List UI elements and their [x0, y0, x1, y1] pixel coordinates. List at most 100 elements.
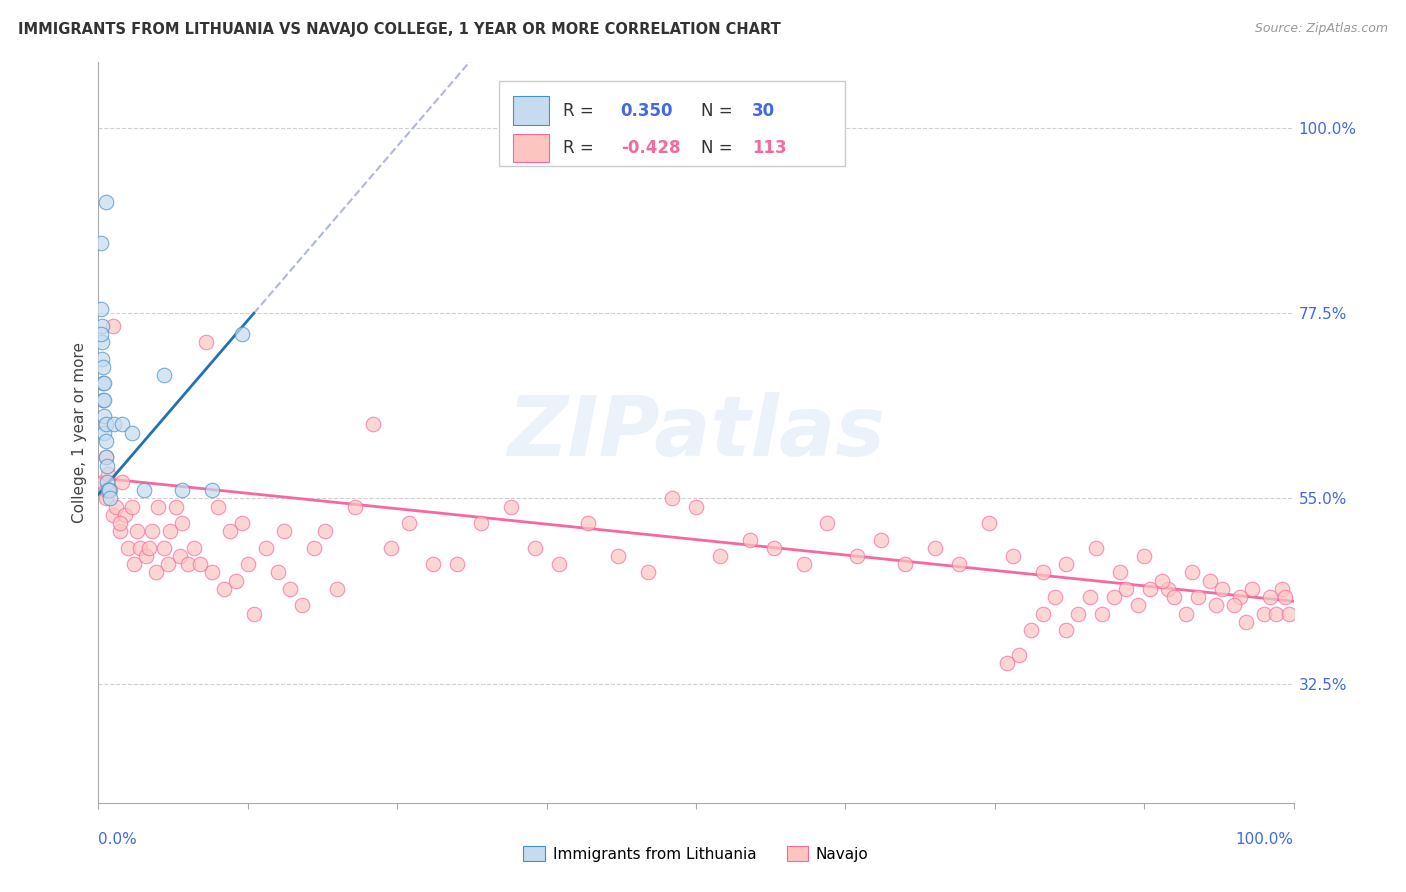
- Point: [94, 450, 117, 465]
- Point: [470, 516, 492, 530]
- Point: [94, 417, 117, 432]
- Point: [948, 558, 970, 572]
- Text: 100.0%: 100.0%: [1236, 832, 1294, 847]
- Point: [1019, 623, 1042, 637]
- Point: [135, 549, 157, 563]
- Point: [278, 582, 301, 596]
- Point: [1032, 566, 1054, 580]
- Point: [91, 351, 114, 366]
- Point: [98, 483, 122, 498]
- Point: [108, 524, 131, 539]
- Point: [1056, 623, 1078, 637]
- Text: -0.428: -0.428: [620, 138, 681, 157]
- Point: [145, 566, 167, 580]
- Point: [177, 558, 200, 572]
- Point: [201, 483, 224, 498]
- Point: [212, 582, 235, 596]
- Point: [977, 516, 1000, 530]
- Point: [159, 524, 181, 539]
- Point: [446, 558, 468, 572]
- Point: [231, 326, 253, 341]
- Point: [125, 524, 148, 539]
- Point: [101, 508, 124, 522]
- Point: [94, 434, 117, 448]
- Point: [156, 558, 179, 572]
- Point: [1253, 607, 1275, 621]
- Point: [1157, 582, 1180, 596]
- Point: [1205, 599, 1227, 613]
- Point: [148, 500, 170, 514]
- Point: [90, 302, 112, 317]
- Point: [499, 500, 522, 514]
- Text: 113: 113: [752, 138, 787, 157]
- Point: [870, 533, 893, 547]
- Point: [661, 491, 683, 506]
- Point: [183, 541, 205, 555]
- Point: [315, 524, 337, 539]
- Point: [1274, 590, 1296, 604]
- Point: [523, 541, 546, 555]
- Text: N =: N =: [700, 138, 738, 157]
- Point: [547, 558, 569, 572]
- Point: [91, 392, 114, 407]
- Point: [98, 483, 121, 498]
- Point: [738, 533, 761, 547]
- Point: [1223, 599, 1246, 613]
- Point: [924, 541, 946, 555]
- Point: [267, 566, 290, 580]
- Point: [111, 475, 134, 489]
- Point: [685, 500, 707, 514]
- Point: [344, 500, 367, 514]
- Point: [121, 425, 143, 440]
- Text: IMMIGRANTS FROM LITHUANIA VS NAVAJO COLLEGE, 1 YEAR OR MORE CORRELATION CHART: IMMIGRANTS FROM LITHUANIA VS NAVAJO COLL…: [18, 22, 780, 37]
- Point: [91, 318, 114, 333]
- Point: [1264, 607, 1286, 621]
- Point: [188, 558, 211, 572]
- Point: [94, 195, 117, 210]
- Point: [93, 392, 115, 407]
- Point: [141, 524, 163, 539]
- Point: [219, 524, 242, 539]
- Bar: [513, 134, 548, 161]
- Point: [254, 541, 277, 555]
- Point: [243, 607, 266, 621]
- Point: [1199, 574, 1222, 588]
- Point: [153, 541, 176, 555]
- Point: [1008, 648, 1031, 662]
- Point: [326, 582, 349, 596]
- Point: [1152, 574, 1174, 588]
- Point: [169, 549, 191, 563]
- Point: [129, 541, 152, 555]
- Point: [103, 417, 125, 432]
- Point: [709, 549, 731, 563]
- Point: [273, 524, 295, 539]
- Point: [91, 376, 114, 391]
- Point: [1001, 549, 1024, 563]
- Point: [91, 335, 114, 350]
- Point: [195, 335, 218, 350]
- Point: [1128, 599, 1150, 613]
- Point: [815, 516, 838, 530]
- Legend: Immigrants from Lithuania, Navajo: Immigrants from Lithuania, Navajo: [523, 846, 869, 862]
- Point: [91, 359, 114, 374]
- Point: [762, 541, 785, 555]
- Point: [1163, 590, 1185, 604]
- Point: [165, 500, 187, 514]
- Point: [1229, 590, 1251, 604]
- Point: [1067, 607, 1090, 621]
- Point: [225, 574, 247, 588]
- Point: [94, 491, 117, 506]
- Text: 0.0%: 0.0%: [98, 832, 138, 847]
- Point: [793, 558, 815, 572]
- Point: [995, 656, 1018, 670]
- Point: [105, 500, 128, 514]
- Point: [1187, 590, 1209, 604]
- Point: [1104, 590, 1126, 604]
- Point: [111, 417, 134, 432]
- Point: [1234, 615, 1257, 629]
- Point: [172, 516, 194, 530]
- Text: ZIPatlas: ZIPatlas: [508, 392, 884, 473]
- Point: [1240, 582, 1263, 596]
- Point: [138, 541, 160, 555]
- Point: [1139, 582, 1161, 596]
